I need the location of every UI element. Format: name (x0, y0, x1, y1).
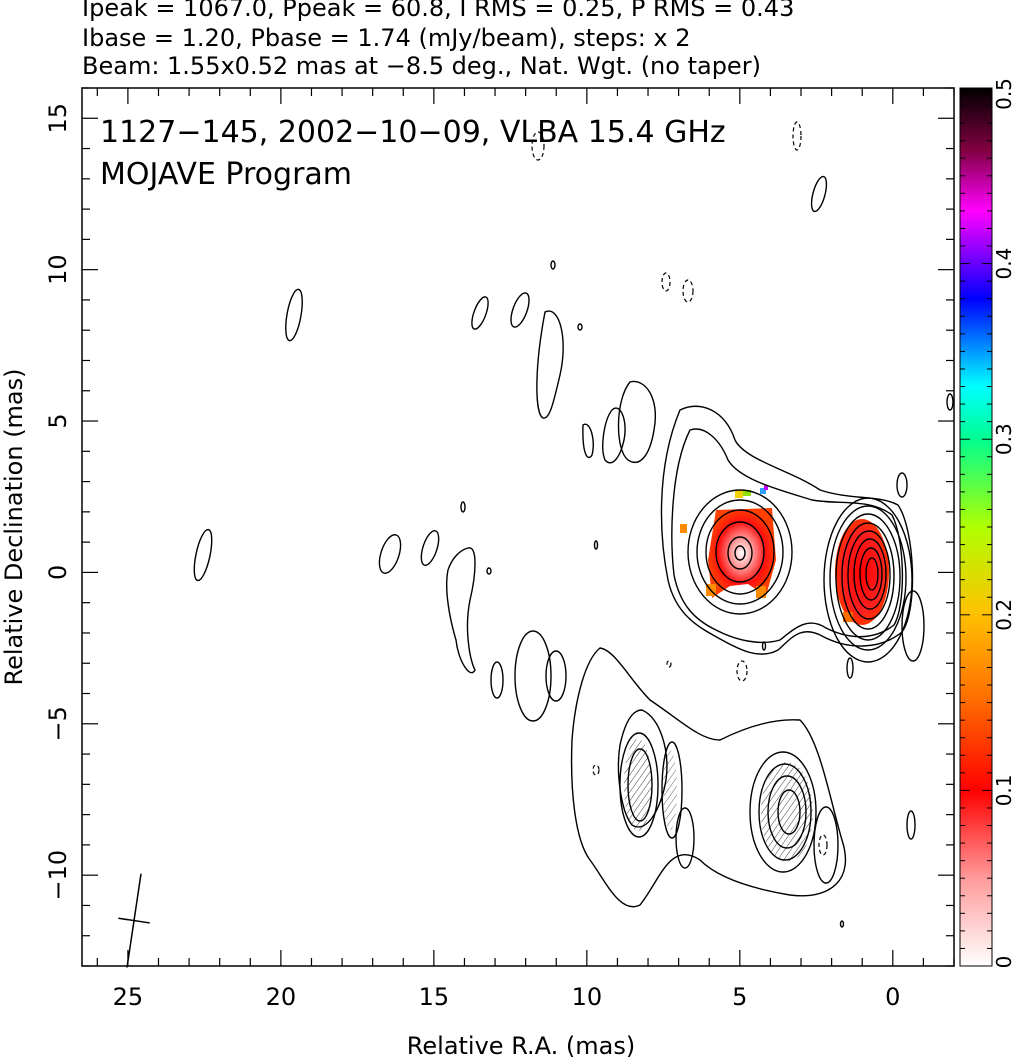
map-area (193, 121, 954, 928)
y-axis-label: Relative Declination (mas) (0, 368, 28, 685)
colorbar-tick-label: 0.1 (992, 774, 1016, 806)
y-tick-label: −5 (44, 706, 72, 741)
header-line-3: Beam: 1.55x0.52 mas at −8.5 deg., Nat. W… (82, 52, 761, 80)
colorbar-tick-label: 0.2 (992, 599, 1016, 631)
polarization-pixel (680, 524, 687, 533)
chart-title: 1127−145, 2002−10−09, VLBA 15.4 GHz (100, 115, 726, 150)
colorbar-tick-label: 0.3 (992, 423, 1016, 455)
polarization-pixel (756, 586, 766, 598)
colorbar-ticks (960, 87, 992, 967)
y-tick-label: −10 (44, 850, 72, 901)
header-line-1: Ipeak = 1067.0, Ppeak = 60.8, I RMS = 0.… (82, 0, 795, 22)
colorbar (960, 88, 992, 966)
x-tick-label: 25 (113, 983, 144, 1011)
y-axis-tick-labels: 15 10 5 0 −5 −10 (44, 103, 72, 900)
x-axis-ticks (96, 88, 955, 966)
header-line-2: Ibase = 1.20, Pbase = 1.74 (mJy/beam), s… (82, 24, 691, 52)
x-tick-label: 15 (419, 983, 450, 1011)
x-axis-tick-labels: 25 20 15 10 5 0 (113, 983, 901, 1011)
plot-frame (81, 87, 955, 967)
polarization-pixel (843, 612, 853, 622)
x-tick-label: 10 (572, 983, 603, 1011)
chart-subtitle: MOJAVE Program (100, 157, 352, 192)
polarization-pixel (764, 485, 768, 490)
y-tick-label: 5 (44, 413, 72, 428)
beam-marker (118, 873, 150, 968)
colorbar-tick-label: 0.5 (992, 78, 1016, 110)
core-polarization (835, 519, 889, 625)
colorbar-tick-label: 0.4 (992, 248, 1016, 280)
colorbar-tick-label: 0 (992, 956, 1016, 969)
polarization-pixel (760, 488, 766, 494)
polarization-pixel (743, 490, 751, 496)
y-axis-ticks (82, 87, 954, 967)
y-tick-label: 0 (44, 565, 72, 580)
x-tick-label: 5 (732, 983, 747, 1011)
negative-contours (531, 121, 828, 856)
x-axis-label: Relative R.A. (mas) (407, 1032, 635, 1060)
y-tick-label: 15 (44, 103, 72, 134)
x-tick-label: 0 (885, 983, 900, 1011)
colorbar-tick-labels: 0 0.1 0.2 0.3 0.4 0.5 (992, 78, 1016, 968)
y-tick-label: 10 (44, 254, 72, 285)
hatched-regions (624, 739, 813, 862)
intensity-contours (193, 175, 954, 928)
beam-minor-axis (118, 917, 150, 924)
x-tick-label: 20 (266, 983, 297, 1011)
polarization-pixel (735, 490, 743, 498)
